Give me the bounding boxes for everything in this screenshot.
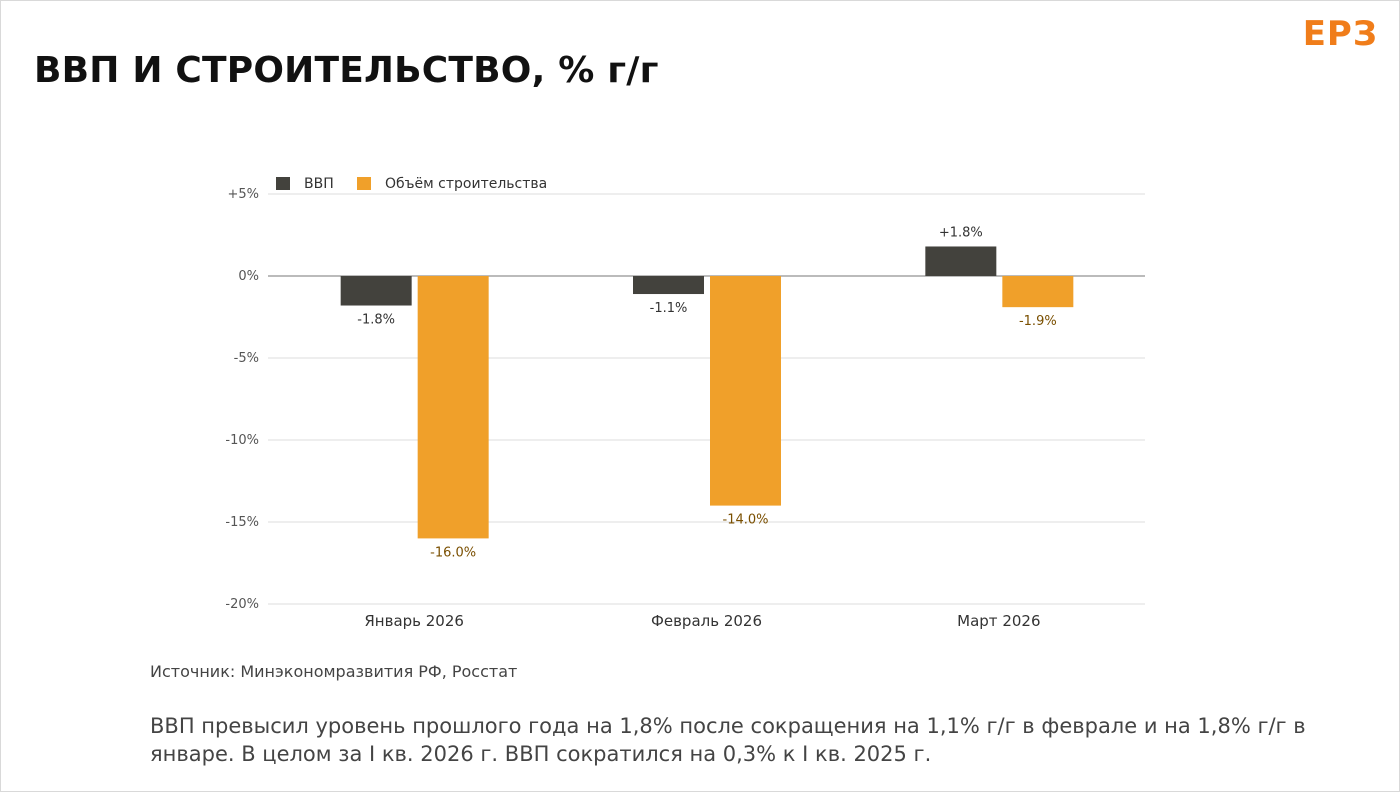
- data-label: -1.1%: [650, 301, 688, 316]
- page-title: ВВП И СТРОИТЕЛЬСТВО, % г/г: [34, 50, 659, 91]
- y-tick-label: 0%: [238, 269, 259, 284]
- bar-chart: +5% 0% -5% -10% -15% -20% -1.8% -16.0% Январь 2…: [225, 176, 1145, 630]
- labels-layer: -1.8% -16.0% Январь 2026 -1.1% -14.0% Февраль…: [357, 225, 1056, 630]
- y-tick-label: +5%: [227, 187, 259, 202]
- bar-gdp: [340, 276, 412, 306]
- bar-gdp: [633, 276, 704, 295]
- y-tick-label: -10%: [225, 433, 259, 448]
- data-label: +1.8%: [939, 225, 983, 240]
- x-category-label: Март 2026: [957, 612, 1040, 630]
- legend-swatch-gdp: [276, 177, 290, 190]
- legend-label-construction: Объём строительства: [385, 176, 547, 192]
- brand-logo: ЕРЗ: [1302, 14, 1378, 54]
- summary-note: ВВП превысил уровень прошлого года на 1,…: [150, 714, 1306, 766]
- bars-layer: [340, 246, 1074, 539]
- y-tick-label: -15%: [225, 515, 259, 530]
- y-tick-label: -20%: [225, 597, 259, 612]
- y-tick-label: -5%: [234, 351, 259, 366]
- data-label: -14.0%: [723, 513, 769, 528]
- legend-swatch-construction: [357, 177, 371, 190]
- bar-construction: [710, 276, 781, 506]
- x-category-label: Февраль 2026: [651, 612, 762, 630]
- data-label: -1.8%: [357, 313, 395, 328]
- bar-construction: [417, 276, 489, 539]
- legend: ВВП Объём строительства: [276, 176, 547, 192]
- bar-construction: [1002, 276, 1074, 308]
- bar-gdp: [925, 246, 997, 276]
- grid-layer: +5% 0% -5% -10% -15% -20%: [225, 187, 1145, 612]
- data-label: -16.0%: [430, 545, 476, 560]
- data-label: -1.9%: [1019, 314, 1057, 329]
- legend-label-gdp: ВВП: [304, 176, 334, 192]
- x-category-label: Январь 2026: [364, 612, 464, 630]
- source-text: Источник: Минэкономразвития РФ, Росстат: [150, 662, 518, 681]
